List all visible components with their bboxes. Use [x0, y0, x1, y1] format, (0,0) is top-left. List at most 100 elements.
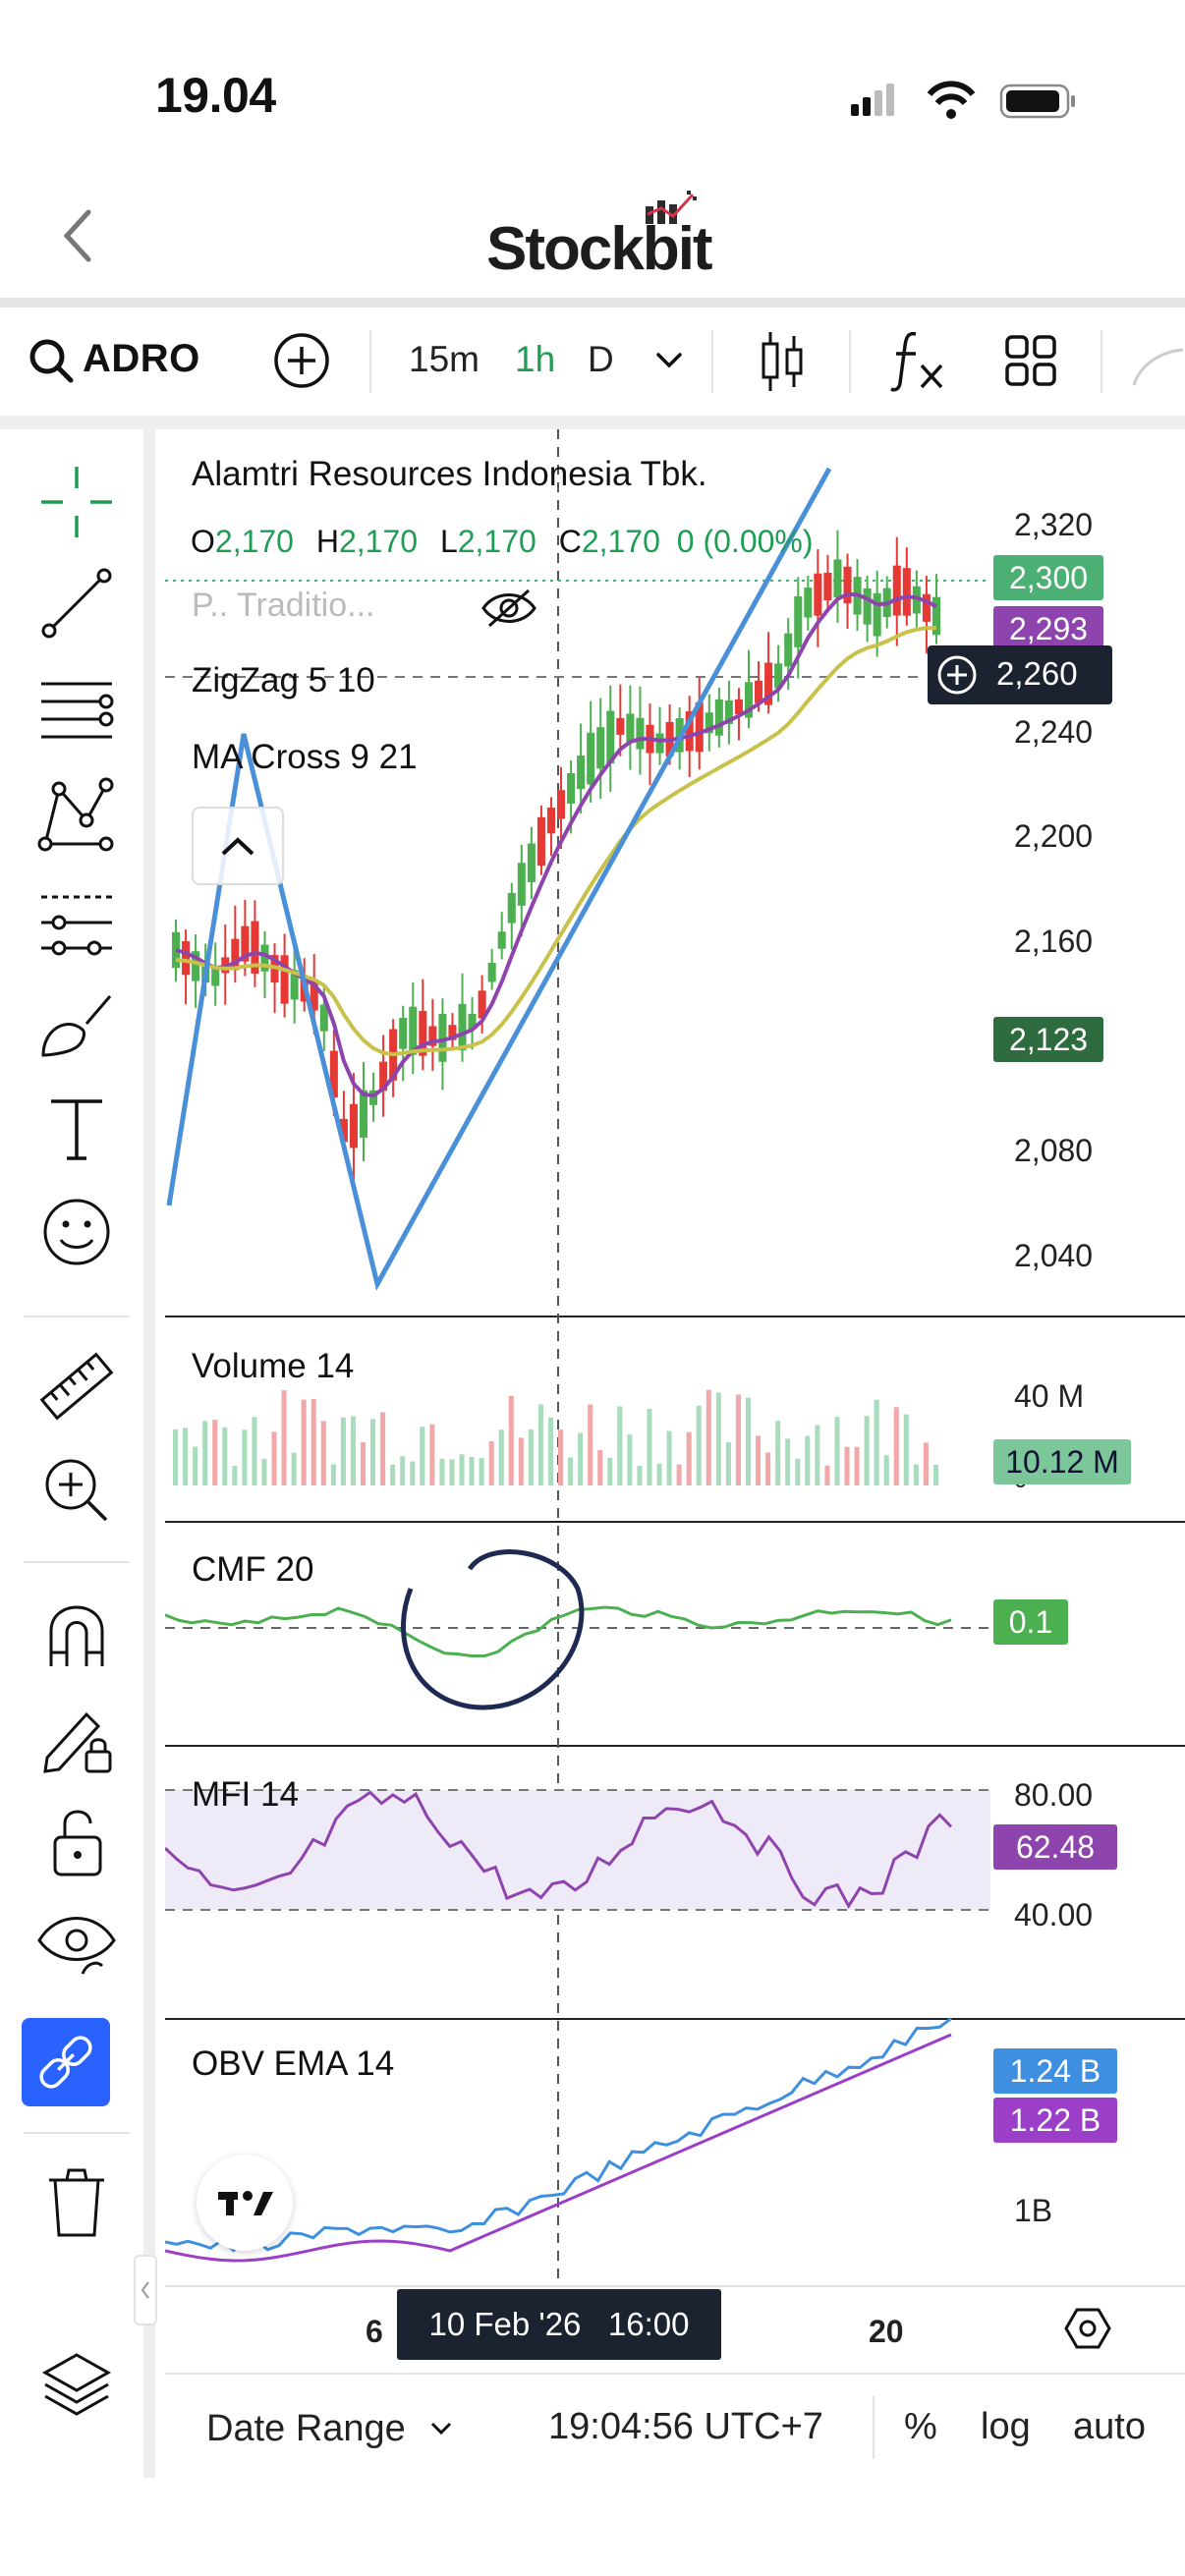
chart-clock: 19:04:56 UTC+7: [548, 2406, 823, 2447]
percent-scale-button[interactable]: %: [904, 2406, 937, 2447]
sync-drawings-toggle[interactable]: [22, 2018, 110, 2106]
candle-body: [685, 711, 694, 752]
tv-logo-icon: [218, 2191, 273, 2215]
volume-bar: [578, 1432, 584, 1485]
price-axis-label: 2,200: [1014, 818, 1094, 854]
brush-tool[interactable]: [35, 984, 118, 1067]
object-tree-tool[interactable]: [35, 2341, 118, 2424]
candlestick-icon[interactable]: [759, 328, 806, 395]
volume-bar: [340, 1417, 346, 1485]
collapse-legend-button[interactable]: [192, 807, 284, 885]
drawing-tools-panel: [0, 429, 157, 2478]
visibility-tool[interactable]: [35, 1903, 118, 1986]
magnet-tool[interactable]: [35, 1594, 118, 1676]
interval-15m[interactable]: 15m: [409, 339, 480, 379]
lock-tool[interactable]: [35, 1800, 118, 1882]
volume-bar: [193, 1446, 198, 1485]
indicators-fx-icon[interactable]: [888, 326, 947, 395]
volume-bar: [528, 1428, 534, 1485]
volume-bar: [212, 1420, 218, 1485]
chevron-down-icon[interactable]: [426, 2414, 456, 2443]
chart-canvas[interactable]: [165, 429, 1185, 2373]
ohlc-low: 2,170: [457, 524, 536, 559]
candle-body: [192, 951, 200, 981]
zoom-in-icon: [45, 1459, 108, 1522]
ticker-symbol[interactable]: ADRO: [83, 337, 200, 380]
auto-scale-button[interactable]: auto: [1073, 2406, 1146, 2447]
candle-body: [546, 808, 555, 834]
last-price-tag: 2,300: [993, 555, 1103, 600]
toolbar-divider: [369, 330, 371, 393]
delete-tool[interactable]: [35, 2160, 118, 2243]
mfi-label[interactable]: MFI 14: [192, 1775, 299, 1814]
candle-body: [497, 931, 506, 949]
collapse-panel-handle[interactable]: [134, 2255, 157, 2325]
volume-label[interactable]: Volume 14: [192, 1347, 355, 1385]
volume-bar: [380, 1412, 386, 1485]
cmf-line: [165, 1605, 952, 1657]
candle-body: [892, 565, 901, 616]
candle-body: [823, 572, 832, 601]
interval-1h[interactable]: 1h: [515, 339, 556, 379]
ma-cross-indicator-label[interactable]: MA Cross 9 21: [192, 738, 418, 776]
chevron-down-icon[interactable]: [652, 344, 686, 377]
volume-bar: [400, 1456, 406, 1485]
date-range-button[interactable]: Date Range: [206, 2408, 406, 2449]
candle-body: [399, 1018, 408, 1049]
crosshair-tool[interactable]: [35, 461, 118, 543]
emoji-tool[interactable]: [35, 1191, 118, 1273]
volume-bar: [310, 1399, 316, 1485]
price-axis-label: 2,320: [1014, 507, 1094, 542]
volume-bar: [686, 1431, 692, 1485]
fib-tool[interactable]: [35, 670, 118, 753]
measure-tool[interactable]: [35, 1345, 118, 1428]
trendline-tool[interactable]: [35, 562, 118, 644]
hidden-indicator-label[interactable]: P.. Traditio...: [192, 587, 375, 624]
tradingview-logo[interactable]: [197, 2155, 293, 2251]
volume-bar: [696, 1405, 702, 1485]
zoom-tool[interactable]: [35, 1449, 118, 1532]
zigzag-indicator-label[interactable]: ZigZag 5 10: [192, 661, 375, 700]
obv-tag-2: 1.22 B: [993, 2098, 1117, 2143]
candle-body: [873, 592, 881, 637]
interval-d[interactable]: D: [588, 339, 614, 379]
ma-slow-tag: 2,123: [993, 1017, 1103, 1062]
chevron-left-icon[interactable]: [59, 206, 98, 265]
candle-body: [744, 682, 754, 718]
crosshair-price-tag[interactable]: 2,260: [928, 645, 1112, 704]
eye-off-icon[interactable]: [480, 587, 538, 630]
obv-tag-1: 1.24 B: [993, 2048, 1117, 2094]
chevron-left-icon: [141, 2281, 149, 2299]
cmf-label[interactable]: CMF 20: [192, 1550, 314, 1589]
candle-body: [369, 1090, 378, 1105]
obv-label[interactable]: OBV EMA 14: [192, 2044, 395, 2083]
volume-bar: [775, 1421, 781, 1485]
lock-drawing-tool[interactable]: [35, 1697, 118, 1779]
candle-body: [359, 1090, 368, 1139]
ohlc-legend: O2,170 H2,170 L2,170 C2,170 0 (0.00%): [191, 524, 814, 560]
candle-body: [458, 1003, 467, 1051]
candle-body: [784, 633, 793, 667]
log-scale-button[interactable]: log: [981, 2406, 1031, 2447]
candle-body: [833, 559, 842, 598]
volume-axis-label: 40 M: [1014, 1378, 1085, 1414]
search-icon[interactable]: [28, 337, 75, 384]
candle-body: [409, 1006, 418, 1055]
volume-bar: [271, 1431, 277, 1485]
candle-body: [448, 1025, 457, 1040]
pattern-tool[interactable]: [35, 773, 118, 856]
zigzag-line: [166, 467, 832, 1291]
candle-body: [626, 713, 635, 744]
add-symbol-icon[interactable]: [273, 332, 330, 389]
text-tool[interactable]: [35, 1088, 118, 1170]
chart-area[interactable]: Alamtri Resources Indonesia Tbk. O2,170 …: [165, 429, 1185, 2373]
settings-hexagon-icon[interactable]: [1063, 2304, 1112, 2353]
candle-body: [616, 717, 625, 735]
candle-body: [280, 955, 289, 1004]
volume-bar: [735, 1394, 741, 1485]
drawing-brush-icon[interactable]: [1130, 346, 1185, 391]
forecast-tool[interactable]: [35, 881, 118, 964]
layout-grid-icon[interactable]: [1004, 334, 1057, 387]
candle-body: [231, 938, 240, 971]
volume-bar: [479, 1457, 484, 1485]
